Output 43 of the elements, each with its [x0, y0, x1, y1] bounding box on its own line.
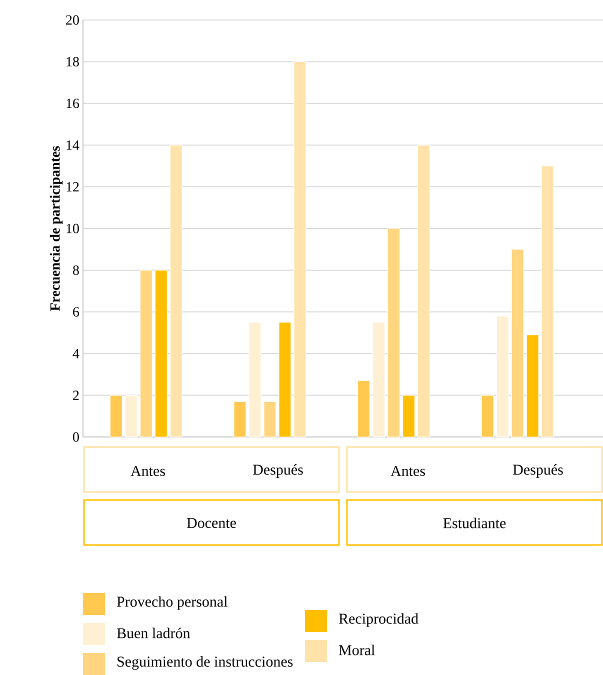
text: Estudiante	[443, 518, 506, 528]
text: Docente	[186, 518, 236, 528]
bar	[154, 270, 168, 438]
y-tick-label: 10	[66, 224, 79, 234]
bar	[372, 322, 386, 438]
legend-label: Provecho personal	[116, 596, 228, 610]
bar	[110, 395, 122, 438]
bar	[278, 322, 292, 438]
y-tick-label: 18	[66, 56, 79, 66]
bar	[264, 401, 276, 438]
bar	[387, 228, 400, 438]
y-axis-title: Frecuencia de participantes	[50, 146, 63, 311]
bar	[357, 380, 370, 438]
bar	[234, 401, 246, 438]
legend-label: Seguimiento de instrucciones	[118, 656, 293, 670]
bar	[496, 316, 509, 438]
x-tick-label: Antes	[130, 466, 165, 476]
bar	[170, 144, 182, 438]
y-tick-label: 20	[66, 15, 79, 25]
bar	[248, 322, 262, 438]
y-tick-label: 12	[66, 182, 79, 192]
bar	[511, 249, 524, 438]
x-tick-label: Después	[253, 464, 303, 478]
bar	[541, 166, 554, 438]
x-tick-label: Después	[513, 464, 563, 478]
y-tick-label: 8	[73, 265, 79, 275]
y-tick-label: 4	[72, 348, 80, 358]
legend-label: Moral	[338, 644, 375, 656]
legend-label: Reciprocidad	[338, 613, 418, 627]
y-tick-label: 6	[73, 307, 80, 317]
y-tick-label: 16	[66, 98, 80, 108]
y-tick-label: 0	[73, 432, 79, 442]
y-tick-label: 2	[73, 390, 79, 400]
bar	[481, 395, 494, 438]
y-tick-label: 14	[66, 140, 80, 150]
bar	[294, 61, 306, 438]
bar	[526, 334, 539, 438]
bar	[124, 395, 138, 438]
x-tick-label: Antes	[390, 466, 425, 476]
bar	[417, 144, 430, 438]
bar	[140, 270, 152, 438]
bar	[402, 395, 416, 438]
legend-label: Buen ladrón	[116, 628, 190, 638]
